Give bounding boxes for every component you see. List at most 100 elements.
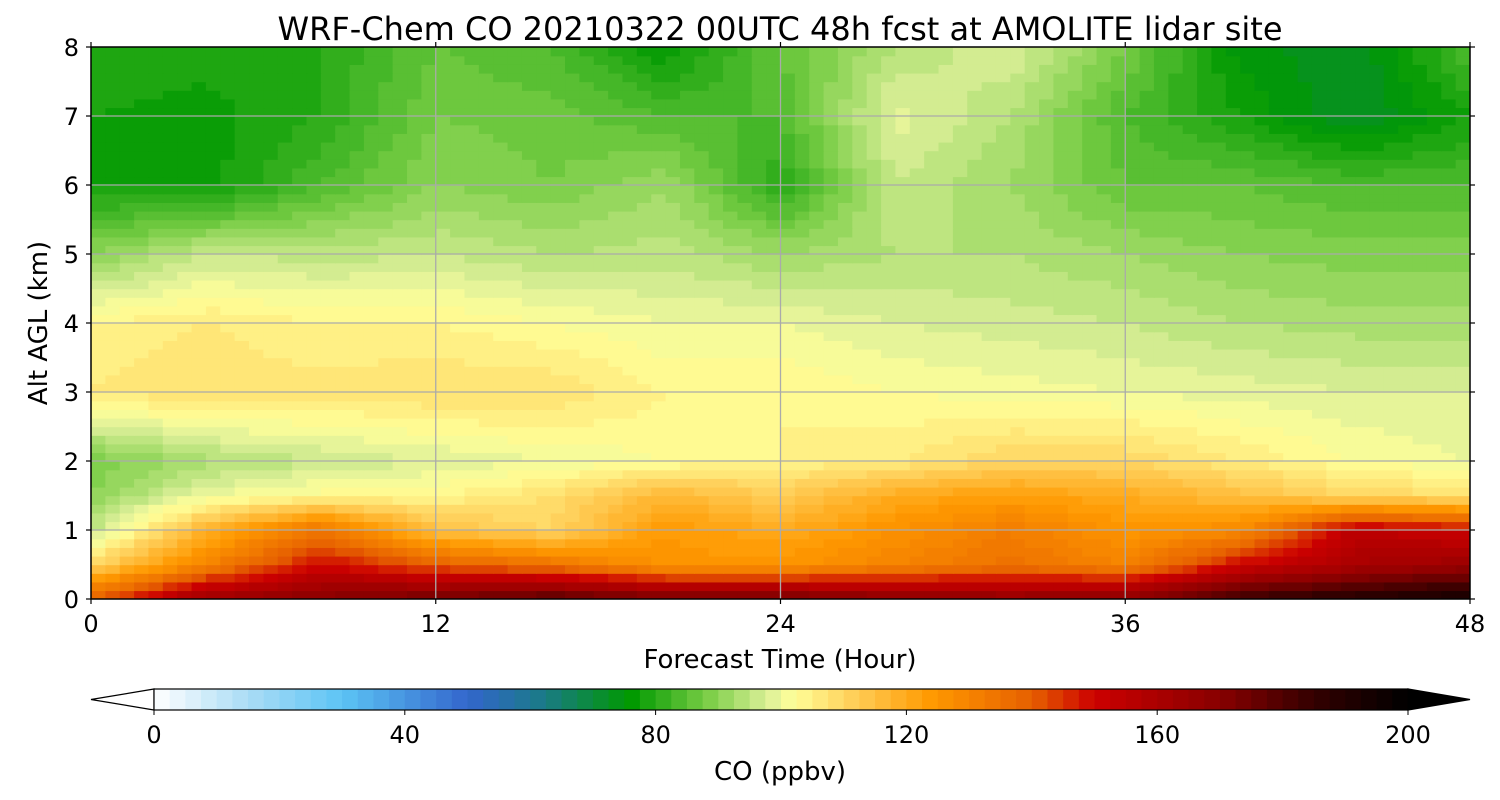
contour-cell — [636, 435, 652, 445]
contour-cell — [464, 538, 480, 548]
contour-cell — [1268, 452, 1284, 462]
contour-cell — [780, 495, 796, 505]
contour-cell — [306, 245, 322, 255]
contour-cell — [924, 305, 940, 316]
contour-cell — [1311, 590, 1328, 599]
contour-cell — [737, 185, 753, 195]
contour-cell — [407, 469, 423, 479]
contour-cell — [895, 590, 911, 599]
contour-cell — [636, 279, 652, 290]
contour-cell — [866, 486, 882, 497]
contour-cell — [1125, 374, 1141, 385]
contour-cell — [1024, 547, 1040, 557]
contour-cell — [651, 461, 667, 471]
contour-cell — [723, 555, 739, 566]
contour-cell — [392, 547, 408, 557]
contour-cell — [1398, 417, 1414, 428]
contour-cell — [737, 262, 753, 272]
contour-cell — [1426, 555, 1442, 566]
contour-cell — [593, 357, 609, 367]
contour-cell — [1168, 219, 1184, 229]
contour-cell — [478, 426, 494, 436]
contour-cell — [421, 366, 437, 376]
contour-cell — [694, 417, 710, 428]
contour-cell — [694, 452, 710, 462]
contour-cell — [1355, 210, 1371, 221]
contour-cell — [608, 314, 624, 324]
contour-cell — [263, 210, 279, 221]
contour-cell — [1412, 374, 1428, 385]
contour-cell — [1039, 573, 1055, 583]
contour-cell — [938, 202, 954, 212]
contour-cell — [320, 159, 336, 169]
contour-cell — [450, 236, 466, 247]
contour-cell — [1441, 348, 1457, 359]
contour-cell — [579, 555, 595, 566]
contour-cell — [1369, 495, 1385, 505]
contour-cell — [335, 504, 351, 514]
contour-cell — [924, 538, 940, 548]
contour-cell — [105, 400, 121, 410]
contour-cell — [1110, 159, 1126, 169]
contour-cell — [191, 323, 207, 333]
contour-cell — [1053, 236, 1069, 247]
contour-cell — [478, 262, 494, 272]
contour-cell — [162, 236, 178, 247]
contour-cell — [1383, 417, 1399, 428]
contour-cell — [1297, 159, 1313, 169]
contour-cell — [1225, 193, 1241, 203]
contour-cell — [105, 512, 121, 523]
contour-cell — [363, 236, 379, 247]
contour-cell — [306, 159, 322, 169]
contour-cell — [134, 245, 150, 255]
contour-cell — [306, 400, 322, 410]
contour-cell — [579, 547, 595, 557]
contour-cell — [1412, 461, 1428, 471]
contour-cell — [263, 486, 279, 497]
contour-cell — [852, 185, 868, 195]
contour-cell — [1096, 331, 1112, 341]
contour-cell — [1153, 581, 1170, 592]
contour-cell — [593, 305, 609, 316]
contour-cell — [234, 314, 250, 324]
contour-cell — [478, 236, 494, 247]
contour-cell — [162, 443, 178, 454]
contour-cell — [1254, 279, 1270, 290]
contour-cell — [1024, 443, 1040, 454]
contour-cell — [909, 254, 925, 264]
contour-cell — [1455, 167, 1470, 178]
contour-cell — [1039, 271, 1055, 281]
contour-cell — [205, 495, 221, 505]
contour-cell — [1426, 400, 1442, 410]
contour-cell — [234, 400, 250, 410]
contour-cell — [450, 305, 466, 316]
contour-cell — [995, 305, 1012, 316]
contour-cell — [521, 331, 537, 341]
contour-cell — [1197, 297, 1213, 307]
contour-cell — [363, 323, 379, 333]
contour-cell — [952, 374, 968, 385]
contour-cell — [952, 314, 968, 324]
contour-cell — [363, 348, 379, 359]
contour-cell — [881, 279, 897, 290]
contour-cell — [794, 538, 810, 548]
contour-cell — [1082, 564, 1098, 574]
contour-cell — [134, 478, 150, 488]
contour-cell — [1340, 530, 1356, 540]
contour-cell — [694, 512, 710, 523]
contour-cell — [1254, 202, 1270, 212]
contour-cell — [651, 383, 667, 393]
contour-cell — [1039, 495, 1055, 505]
contour-cell — [995, 426, 1012, 436]
contour-cell — [1240, 547, 1256, 557]
contour-cell — [363, 279, 379, 290]
contour-cell — [1082, 167, 1098, 178]
contour-cell — [1383, 495, 1399, 505]
contour-cell — [220, 202, 236, 212]
contour-cell — [852, 366, 868, 376]
contour-cell — [1125, 193, 1141, 203]
contour-cell — [1311, 323, 1328, 333]
contour-cell — [1398, 167, 1414, 178]
contour-cell — [177, 417, 193, 428]
contour-cell — [521, 512, 537, 523]
